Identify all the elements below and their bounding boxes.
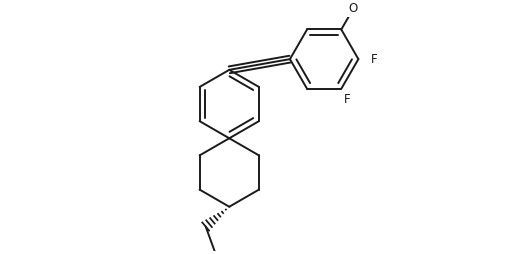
Text: O: O	[349, 2, 358, 15]
Text: F: F	[344, 93, 350, 106]
Text: F: F	[370, 53, 377, 66]
